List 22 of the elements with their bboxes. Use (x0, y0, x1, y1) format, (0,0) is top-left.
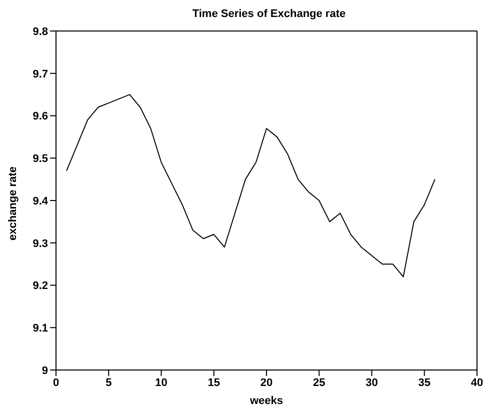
x-tick-label: 0 (52, 376, 60, 389)
line-series (66, 94, 436, 278)
y-tick-label: 9.8 (32, 26, 48, 38)
y-tick-label: 9 (42, 364, 48, 377)
y-tick-label: 9.3 (32, 238, 48, 250)
x-tick-label: 30 (366, 376, 378, 389)
x-tick-label: 10 (155, 376, 168, 389)
y-tick-label: 9.7 (32, 68, 48, 80)
y-tick-label: 9.6 (32, 110, 48, 123)
chart-title: Time Series of Exchange rate (191, 8, 347, 22)
y-tick-label: 9.2 (32, 280, 48, 292)
x-tick-label: 35 (418, 376, 430, 389)
x-tick-label: 15 (208, 376, 220, 389)
y-tick-label: 9.5 (32, 153, 48, 166)
x-tick-label: 5 (106, 376, 112, 389)
x-tick-label: 25 (313, 376, 326, 389)
x-tick-label: 20 (260, 376, 273, 389)
y-axis-title: exchange rate (6, 166, 19, 240)
y-tick-label: 9.1 (32, 322, 48, 335)
y-tick-label: 9.4 (32, 195, 49, 208)
x-axis-title: weeks (248, 395, 284, 407)
x-tick-label: 40 (470, 376, 484, 389)
